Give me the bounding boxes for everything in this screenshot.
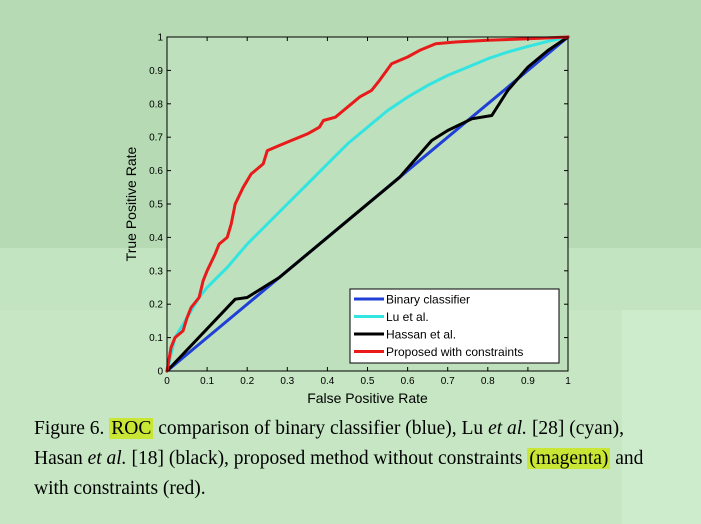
series-line-hassan-et-al [165,35,570,373]
x-tick-label: 0.3 [280,376,294,387]
y-tick-label: 0.1 [149,333,163,344]
x-tick-label: 0.4 [320,376,334,387]
y-tick-label: 1 [157,33,163,44]
y-tick-label: 0.2 [149,300,163,311]
legend-label-lu-et-al: Lu et al. [386,310,429,324]
ticks-layer: 0 0.1 0.2 0.3 0.4 0.5 0.6 0.7 0.8 0.9 1 0 0.1 0.2 0.3 0… [149,33,571,388]
y-tick-label: 0.8 [149,99,163,110]
x-tick-label: 0.2 [240,376,254,387]
caption-highlight-magenta: (magenta) [527,448,611,469]
y-tick-label: 0.5 [149,200,163,211]
roc-chart: 0 0.1 0.2 0.3 0.4 0.5 0.6 0.7 0.8 0.9 1 0 0.1 0.2 0.3 0… [123,33,571,407]
caption-text-3: [18] (black), proposed method without co… [131,448,523,469]
series-line-lu-et-al [165,35,570,373]
y-tick-label: 0.9 [149,66,163,77]
caption-text-4: and with constraints (red). [34,448,644,499]
caption-et-al-1: et al. [488,418,528,439]
x-tick-label: 0.6 [401,376,415,387]
x-axis-label: False Positive Rate [307,390,428,406]
x-tick-label: 0.9 [521,376,535,387]
legend: Binary classifier Lu et al. Hassan et al. P… [349,288,560,364]
figure-caption: Figure 6. ROC comparison of binary class… [34,414,674,504]
y-tick-label: 0 [157,367,163,378]
y-axis-label: True Positive Rate [123,146,139,261]
x-tick-label: 0.7 [441,376,455,387]
caption-highlight-roc: ROC [109,418,154,439]
y-tick-label: 0.6 [149,166,163,177]
series-line-proposed-with-constraints [165,35,570,373]
legend-label-hassan-et-al: Hassan et al. [386,328,456,342]
x-tick-label: 0.5 [361,376,375,387]
x-tick-label: 1 [565,376,571,387]
caption-text-2: [28] (cyan), Hasan [34,418,624,469]
background-right-panel [622,310,701,524]
x-tick-label: 0.1 [200,376,214,387]
y-tick-label: 0.4 [149,233,163,244]
curves-layer [165,35,570,373]
y-tick-label: 0.3 [149,266,163,277]
legend-label-proposed-with-constraints: Proposed with constraints [386,345,523,359]
caption-text-1: comparison of binary classifier (blue), … [158,418,484,439]
x-tick-label: 0.8 [481,376,495,387]
caption-prefix: Figure 6. [34,418,105,439]
x-tick-label: 0 [164,376,170,387]
legend-label-binary-classifier: Binary classifier [386,293,470,307]
y-tick-label: 0.7 [149,133,163,144]
legend-box [349,288,560,364]
caption-et-al-2: et al. [87,448,127,469]
